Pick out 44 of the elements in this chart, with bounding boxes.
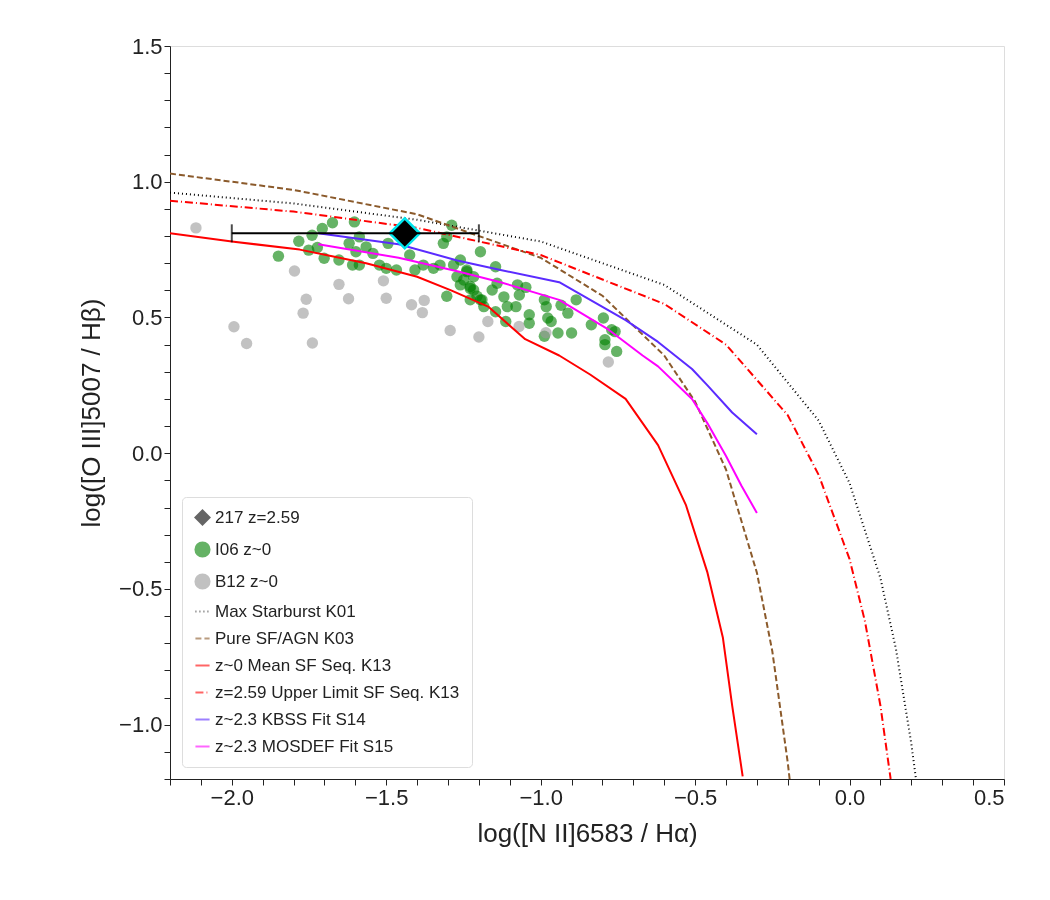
x-tick-label: −1.0 — [519, 784, 563, 810]
y-tick-label: 0.0 — [131, 440, 163, 466]
point — [377, 275, 390, 287]
point — [297, 307, 309, 319]
legend-label: Pure SF/AGN K03 — [215, 628, 354, 648]
point — [473, 331, 485, 343]
point — [342, 293, 355, 305]
point — [540, 326, 552, 339]
point — [513, 320, 525, 333]
point — [228, 321, 240, 333]
y-axis-title: log([O III]5007 / Hβ) — [76, 298, 107, 528]
x-tick-label: 0.5 — [973, 784, 1005, 810]
point — [380, 292, 392, 304]
point — [418, 294, 430, 307]
y-tick-label: 1.0 — [131, 169, 163, 195]
point — [416, 306, 429, 319]
point — [333, 278, 345, 291]
point — [240, 337, 253, 350]
line-series — [170, 172, 791, 779]
legend-label: z~0 Mean SF Seq. K13 — [215, 655, 392, 675]
point — [444, 324, 456, 337]
y-tick-label: 1.5 — [131, 33, 163, 59]
legend-label: z~2.3 MOSDEF Fit S15 — [215, 736, 394, 756]
legend-label: Max Starburst K01 — [215, 601, 356, 621]
legend-label: z=2.59 Upper Limit SF Seq. K13 — [215, 682, 460, 702]
legend-label: B12 z~0 — [215, 571, 278, 591]
point — [405, 299, 418, 311]
point — [190, 222, 202, 234]
point — [288, 265, 301, 277]
legend-label: I06 z~0 — [215, 539, 272, 559]
x-tick-label: −2.0 — [210, 784, 254, 810]
x-tick-label: −1.5 — [365, 784, 409, 810]
y-tick-label: −0.5 — [119, 576, 163, 602]
x-tick-label: −0.5 — [673, 784, 718, 810]
legend-label: z~2.3 KBSS Fit S14 — [215, 709, 366, 729]
y-tick-label: −1.0 — [119, 712, 163, 738]
y-tick-label: 0.5 — [131, 304, 163, 330]
point — [482, 315, 494, 328]
point — [306, 337, 319, 349]
legend-label: 217 z=2.59 — [215, 507, 300, 527]
point — [300, 293, 312, 305]
x-tick-label: 0.0 — [834, 784, 866, 810]
x-axis-title: log([N II]6583 / Hα) — [477, 817, 698, 848]
point — [602, 356, 615, 368]
